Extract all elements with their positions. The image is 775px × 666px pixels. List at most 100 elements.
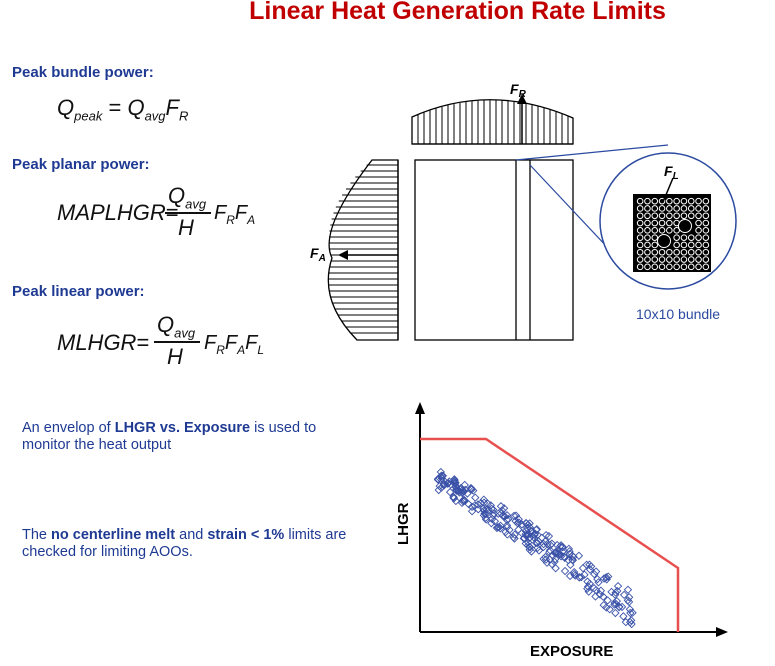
- data-point: [545, 555, 554, 564]
- data-point: [511, 516, 520, 526]
- fa-label: FA: [310, 245, 326, 264]
- fuel-rod: [651, 197, 659, 205]
- data-point: [502, 523, 512, 532]
- fuel-rod: [658, 205, 666, 212]
- axial-power-profile: [327, 159, 399, 341]
- data-point: [627, 619, 636, 629]
- fuel-rod: [644, 234, 651, 241]
- fuel-rod: [702, 212, 710, 220]
- fuel-rod: [666, 205, 673, 212]
- data-point: [487, 518, 496, 528]
- fuel-rod: [636, 263, 644, 271]
- data-point: [628, 608, 637, 617]
- data-point: [496, 521, 505, 530]
- fuel-rod: [673, 241, 680, 249]
- data-point: [602, 603, 611, 612]
- fuel-rod: [702, 241, 710, 249]
- fuel-rod: [673, 256, 680, 263]
- fuel-rod: [666, 263, 673, 271]
- fuel-rod: [644, 212, 651, 220]
- fuel-rod: [695, 234, 702, 241]
- data-point: [605, 605, 614, 614]
- data-point: [500, 512, 509, 521]
- mlhgr-fraction-denominator: H: [167, 344, 183, 369]
- data-point: [537, 533, 547, 542]
- data-point: [626, 608, 635, 618]
- fuel-rod: [666, 227, 673, 234]
- fuel-rod: [673, 212, 680, 220]
- data-point: [539, 542, 548, 552]
- fuel-rod: [673, 197, 680, 205]
- data-point: [552, 540, 562, 550]
- data-point: [589, 583, 599, 593]
- fuel-rod: [666, 256, 673, 263]
- core-outline: [414, 159, 574, 341]
- fuel-rod: [687, 248, 695, 256]
- fuel-rod: [702, 227, 710, 234]
- data-point: [590, 569, 599, 579]
- data-point: [467, 507, 477, 516]
- data-point: [473, 500, 483, 509]
- data-point: [545, 547, 554, 557]
- data-point: [595, 590, 605, 599]
- data-point: [580, 570, 589, 579]
- data-point: [532, 525, 541, 535]
- fuel-rod: [687, 263, 695, 271]
- equation-peak-bundle: Qpeak = QavgFR: [57, 95, 189, 124]
- fuel-rod: [666, 248, 673, 256]
- fuel-rod: [695, 219, 702, 227]
- fuel-rod: [695, 241, 702, 249]
- mlhgr-label: MLHGR=: [57, 330, 150, 355]
- data-point: [586, 562, 596, 571]
- data-point: [565, 571, 575, 581]
- data-point: [511, 511, 521, 520]
- note-envelope: An envelop of LHGR vs. Exposure is used …: [22, 420, 317, 453]
- data-point: [514, 525, 523, 534]
- data-point: [558, 547, 567, 556]
- page-title: Linear Heat Generation Rate Limits: [249, 0, 666, 25]
- maplhgr-factors: FRFA: [214, 202, 256, 227]
- fl-label: FL: [664, 163, 679, 182]
- fuel-rod: [644, 227, 651, 234]
- data-point: [434, 485, 443, 495]
- data-point: [568, 556, 577, 565]
- fuel-rod: [651, 219, 659, 227]
- fuel-rod: [651, 241, 659, 249]
- data-point: [577, 572, 586, 582]
- lhgr-data-points: [433, 467, 637, 629]
- fuel-rod: [636, 248, 644, 256]
- fuel-rod: [680, 256, 688, 263]
- fuel-rod: [666, 197, 673, 205]
- data-point: [445, 487, 455, 497]
- heading-peak-linear-power: Peak linear power:: [12, 283, 145, 300]
- data-point: [452, 486, 461, 495]
- fuel-rod: [680, 263, 688, 271]
- data-point: [546, 540, 555, 550]
- fuel-rod: [644, 263, 651, 271]
- data-point: [502, 515, 512, 525]
- heading-peak-planar-power: Peak planar power:: [12, 156, 150, 173]
- fuel-rod: [702, 219, 710, 227]
- fuel-rod: [702, 263, 710, 271]
- data-point: [571, 571, 580, 580]
- fuel-rod: [687, 212, 695, 220]
- data-point: [514, 518, 524, 527]
- data-point: [575, 573, 584, 582]
- data-point: [560, 566, 570, 576]
- fuel-rod: [695, 227, 702, 234]
- radial-power-profile: [411, 99, 574, 145]
- data-point: [479, 495, 488, 504]
- data-point: [504, 514, 513, 524]
- data-point: [510, 530, 519, 539]
- data-point: [449, 494, 459, 503]
- data-point: [484, 505, 493, 514]
- data-point: [490, 517, 500, 526]
- data-point: [467, 502, 477, 512]
- data-point: [615, 603, 624, 612]
- lhgr-limit-envelope: [420, 437, 680, 632]
- mlhgr-factors: FRFAFL: [204, 332, 265, 357]
- data-point: [560, 553, 569, 562]
- fuel-rod: [636, 212, 644, 220]
